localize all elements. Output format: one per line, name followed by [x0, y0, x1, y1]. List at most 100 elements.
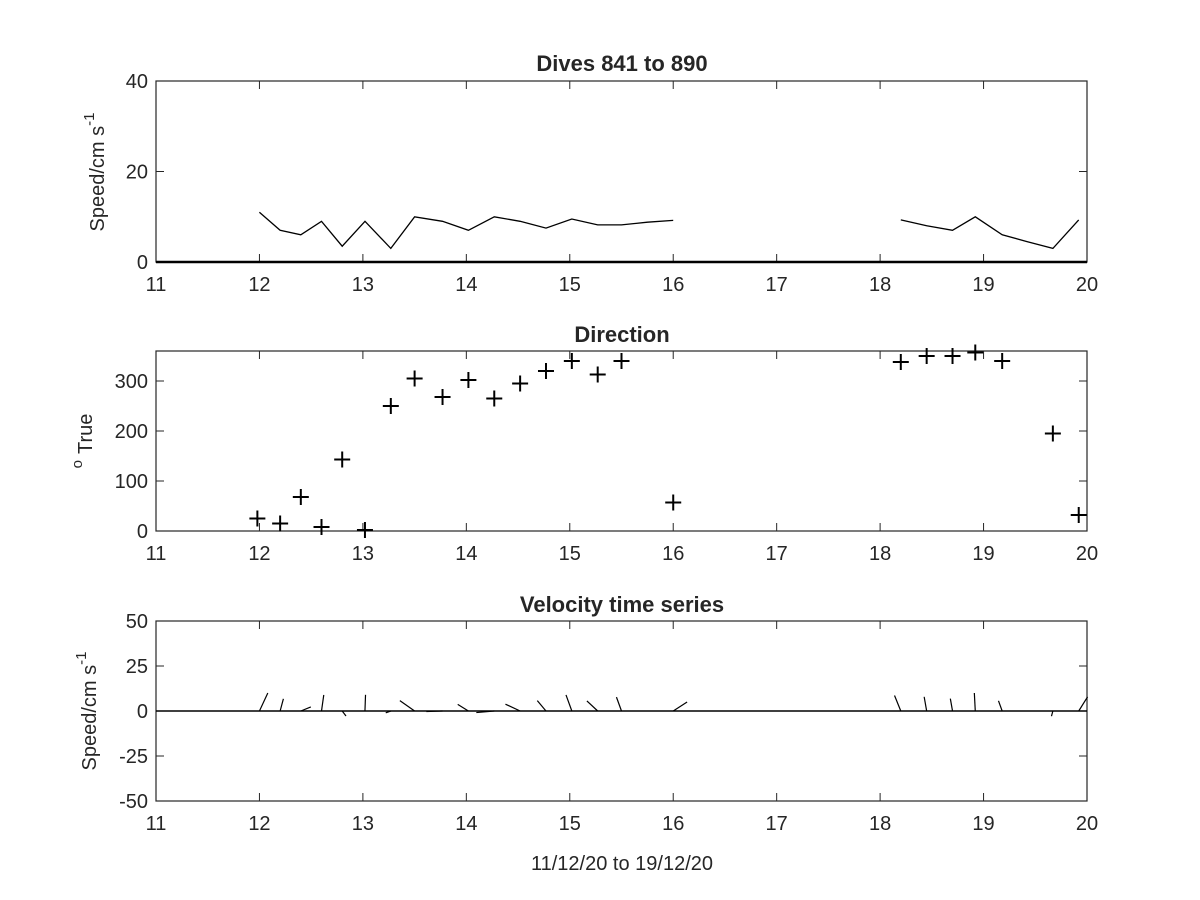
y-tick-label: 25 — [126, 656, 148, 678]
x-axis-label: 11/12/20 to 19/12/20 — [531, 853, 713, 875]
direction-point — [918, 348, 935, 364]
x-tick-label: 20 — [1076, 543, 1098, 565]
velocity-stick — [505, 703, 521, 712]
y-tick-label: 40 — [126, 71, 148, 93]
x-tick-label: 18 — [869, 274, 891, 296]
velocity-stick — [973, 692, 976, 712]
x-tick-label: 20 — [1076, 813, 1098, 835]
direction-point — [537, 363, 554, 379]
velocity-stick — [476, 710, 495, 714]
speed-panel-ylabel: Speed/cm s-1 — [81, 113, 109, 232]
x-tick-label: 20 — [1076, 274, 1098, 296]
x-tick-label: 17 — [766, 274, 788, 296]
x-tick-label: 14 — [455, 813, 477, 835]
velocity-stick — [949, 698, 954, 712]
velocity-stick — [923, 696, 928, 712]
x-tick-label: 18 — [869, 813, 891, 835]
y-tick-label: 100 — [115, 471, 148, 493]
direction-point — [665, 494, 682, 511]
speed-series-line — [900, 216, 1080, 250]
direction-point — [313, 519, 330, 535]
direction-point — [406, 370, 423, 387]
direction-point — [382, 398, 399, 414]
direction-point — [334, 451, 351, 468]
direction-point — [589, 366, 606, 383]
velocity-stick — [1078, 696, 1089, 712]
x-tick-label: 17 — [766, 813, 788, 835]
direction-panel-title: Direction — [574, 322, 669, 347]
velocity-stick — [258, 692, 269, 712]
direction-point — [292, 489, 309, 505]
velocity-stick — [457, 703, 469, 712]
speed-panel-title: Dives 841 to 890 — [536, 51, 707, 76]
x-tick-label: 15 — [559, 274, 581, 296]
x-tick-label: 18 — [869, 543, 891, 565]
x-tick-label: 13 — [352, 543, 374, 565]
direction-point — [486, 390, 503, 407]
velocity-stick — [399, 700, 415, 712]
x-tick-label: 19 — [972, 813, 994, 835]
y-tick-label: 200 — [115, 421, 148, 443]
x-tick-label: 15 — [559, 813, 581, 835]
velocity-stick — [586, 700, 599, 712]
x-tick-label: 19 — [972, 543, 994, 565]
direction-point — [563, 353, 580, 369]
direction-point — [967, 344, 984, 361]
direction-panel: Direction oTrue 11 12 13 14 15 16 17 18 19 200100… — [69, 322, 1098, 565]
direction-point — [460, 372, 477, 388]
direction-point — [613, 353, 630, 369]
x-tick-label: 12 — [248, 274, 270, 296]
velocity-stick — [385, 710, 392, 714]
velocity-stick — [672, 701, 688, 712]
x-tick-label: 11 — [146, 274, 167, 296]
y-tick-label: 50 — [126, 611, 148, 633]
direction-point — [1070, 507, 1087, 523]
x-tick-label: 16 — [662, 274, 684, 296]
plot-frame — [155, 350, 1088, 532]
velocity-stick — [1050, 710, 1054, 717]
y-tick-label: -50 — [119, 791, 148, 813]
x-tick-label: 13 — [352, 274, 374, 296]
x-tick-label: 19 — [972, 274, 994, 296]
direction-point — [272, 515, 289, 532]
y-tick-label: 0 — [137, 521, 148, 543]
velocity-stick — [364, 694, 367, 712]
velocity-stick — [320, 694, 325, 712]
direction-point — [434, 389, 451, 405]
direction-point — [944, 348, 961, 364]
direction-point — [249, 510, 266, 527]
x-tick-label: 16 — [662, 543, 684, 565]
velocity-stick — [341, 710, 347, 717]
direction-point — [994, 353, 1011, 369]
x-tick-label: 16 — [662, 813, 684, 835]
velocity-stick — [536, 700, 547, 712]
velocity-stick — [615, 696, 623, 712]
x-tick-label: 14 — [455, 274, 477, 296]
velocity-panel-ylabel: Speed/cm s-1 — [73, 652, 101, 771]
velocity-stick — [300, 706, 312, 712]
speed-series-line — [258, 211, 674, 250]
direction-point — [892, 354, 909, 370]
x-tick-label: 12 — [248, 813, 270, 835]
y-tick-label: 300 — [115, 371, 148, 393]
direction-point — [512, 375, 529, 392]
direction-point — [356, 522, 373, 538]
x-tick-label: 11 — [146, 543, 167, 565]
velocity-stick — [997, 700, 1003, 712]
y-tick-label: -25 — [119, 746, 148, 768]
velocity-panel-title: Velocity time series — [520, 592, 724, 617]
x-tick-label: 11 — [146, 813, 167, 835]
velocity-stick — [279, 698, 284, 712]
x-tick-label: 15 — [559, 543, 581, 565]
x-tick-label: 12 — [248, 543, 270, 565]
y-tick-label: 20 — [126, 162, 148, 184]
y-tick-label: 0 — [137, 701, 148, 723]
direction-panel-ylabel: oTrue — [69, 414, 97, 469]
speed-panel: Dives 841 to 890 Speed/cm s-1 11 12 13 14 15… — [81, 51, 1098, 296]
velocity-stick — [565, 694, 573, 712]
velocity-stick — [426, 710, 443, 713]
direction-point — [1044, 425, 1061, 442]
velocity-stick — [893, 695, 902, 712]
